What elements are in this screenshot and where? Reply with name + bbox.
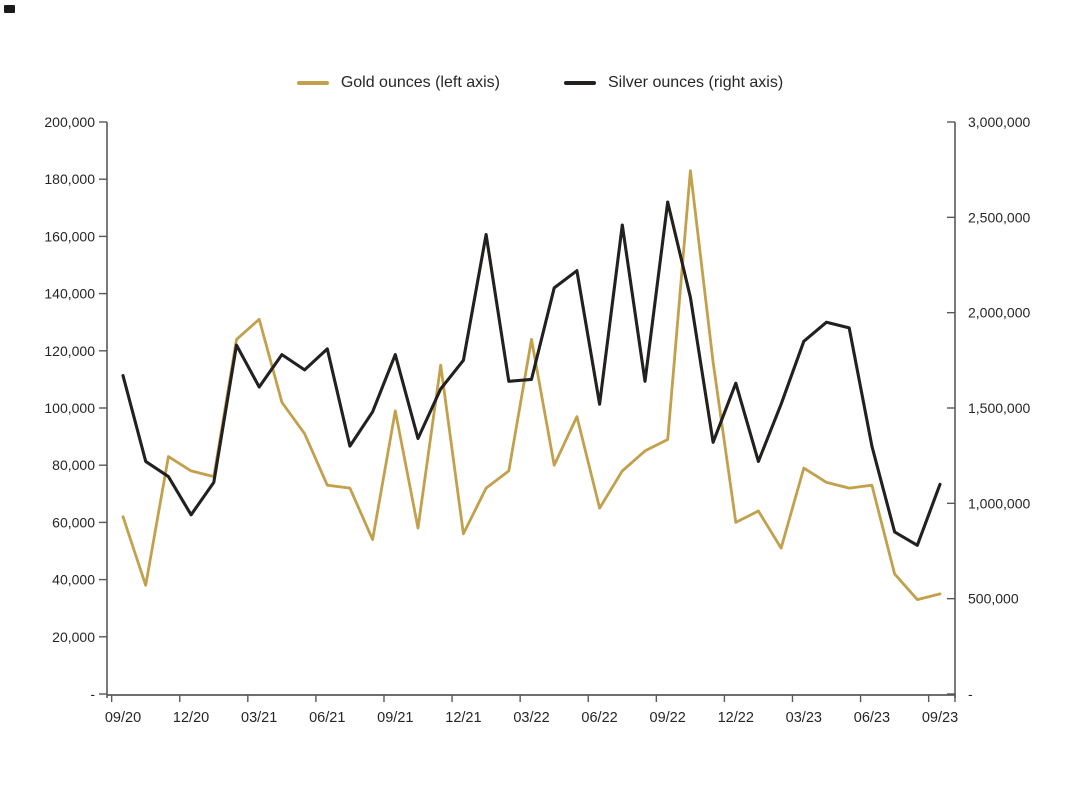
right-axis-label: 1,000,000 bbox=[968, 495, 1030, 511]
right-axis-label: 2,000,000 bbox=[968, 305, 1030, 321]
left-axis-label: 180,000 bbox=[44, 171, 95, 187]
x-axis-label: 09/21 bbox=[377, 710, 413, 726]
gold-series-line bbox=[121, 169, 942, 601]
silver-series-line bbox=[121, 200, 942, 547]
x-axis-label: 06/21 bbox=[309, 710, 345, 726]
x-axis-label: 12/20 bbox=[173, 710, 209, 726]
left-axis-label: 80,000 bbox=[52, 457, 95, 473]
legend-label-gold: Gold ounces (left axis) bbox=[340, 74, 500, 91]
corner-artifact-mark bbox=[4, 5, 15, 13]
x-axis-label: 03/21 bbox=[241, 710, 277, 726]
x-axis-label: 03/23 bbox=[786, 710, 822, 726]
right-axis-label: 1,500,000 bbox=[968, 400, 1030, 416]
right-axis-label: 3,000,000 bbox=[968, 114, 1030, 130]
right-axis-label: - bbox=[968, 686, 973, 702]
left-axis-label: 120,000 bbox=[44, 343, 95, 359]
left-axis-label: 60,000 bbox=[52, 514, 95, 530]
x-axis-label: 03/22 bbox=[513, 710, 549, 726]
left-axis-label: 40,000 bbox=[52, 572, 95, 588]
left-axis-label: - bbox=[90, 686, 95, 702]
legend-item-silver: Silver ounces (right axis) bbox=[564, 74, 783, 92]
left-axis-label: 140,000 bbox=[44, 286, 95, 302]
chart-legend: Gold ounces (left axis) Silver ounces (r… bbox=[0, 74, 1080, 92]
x-axis-label: 09/23 bbox=[922, 710, 958, 726]
x-axis-label: 06/22 bbox=[581, 710, 617, 726]
silver-line-swatch bbox=[564, 81, 596, 85]
right-axis-label: 500,000 bbox=[968, 591, 1019, 607]
left-axis-label: 160,000 bbox=[44, 228, 95, 244]
x-axis-label: 09/20 bbox=[105, 710, 141, 726]
left-axis-label: 100,000 bbox=[44, 400, 95, 416]
x-axis-label: 09/22 bbox=[650, 710, 686, 726]
x-axis-label: 12/22 bbox=[718, 710, 754, 726]
gold-line-swatch bbox=[296, 81, 329, 85]
x-axis-label: 12/21 bbox=[445, 710, 481, 726]
x-axis-label: 06/23 bbox=[854, 710, 890, 726]
left-axis-label: 200,000 bbox=[44, 114, 95, 130]
right-axis-label: 2,500,000 bbox=[968, 209, 1030, 225]
legend-item-gold: Gold ounces (left axis) bbox=[296, 74, 500, 92]
legend-label-silver: Silver ounces (right axis) bbox=[608, 74, 784, 91]
left-axis-label: 20,000 bbox=[52, 629, 95, 645]
